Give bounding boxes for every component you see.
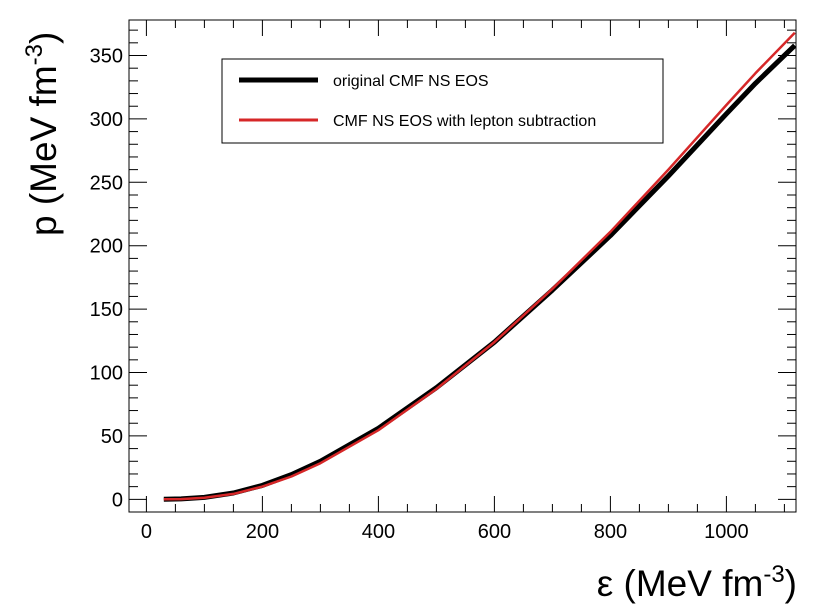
x-tick-label: 800 — [594, 521, 627, 543]
minor-ticks — [129, 20, 796, 513]
legend-box — [221, 58, 664, 144]
y-axis-title-close: ) — [23, 32, 64, 44]
y-tick-label: 350 — [90, 46, 123, 68]
y-tick-label: 200 — [90, 236, 123, 258]
y-tick-label: 300 — [90, 109, 123, 131]
x-axis-title: ε (MeV fm-3) — [597, 561, 797, 604]
legend-label-lepton: CMF NS EOS with lepton subtraction — [333, 113, 596, 130]
y-tick-labels: 0 50 100 150 200 250 300 350 — [90, 46, 123, 512]
y-tick-label: 0 — [112, 489, 123, 511]
x-tick-label: 200 — [246, 521, 279, 543]
series-line-lepton-subtraction — [163, 31, 796, 501]
y-tick-label: 150 — [90, 299, 123, 321]
x-tick-label: 400 — [362, 521, 395, 543]
major-ticks — [129, 20, 796, 512]
x-tick-label: 600 — [478, 521, 511, 543]
x-tick-label: 0 — [141, 521, 152, 543]
legend-label-original: original CMF NS EOS — [333, 73, 489, 90]
y-axis-title-exponent: -3 — [21, 44, 48, 65]
y-tick-label: 100 — [90, 363, 123, 385]
x-axis-title-base: ε (MeV fm — [597, 563, 764, 604]
y-axis-title: p (MeV fm-3) — [21, 32, 64, 236]
x-axis-title-exponent: -3 — [763, 561, 784, 588]
x-tick-label: 1000 — [704, 521, 749, 543]
x-axis-title-close: ) — [785, 563, 797, 604]
legend: original CMF NS EOS CMF NS EOS with lept… — [221, 58, 664, 144]
y-axis-title-base: p (MeV fm — [23, 65, 64, 236]
y-tick-label: 250 — [90, 172, 123, 194]
series-lines — [163, 31, 797, 502]
x-tick-labels: 0 200 400 600 800 1000 — [141, 521, 749, 543]
y-tick-label: 50 — [101, 426, 123, 448]
